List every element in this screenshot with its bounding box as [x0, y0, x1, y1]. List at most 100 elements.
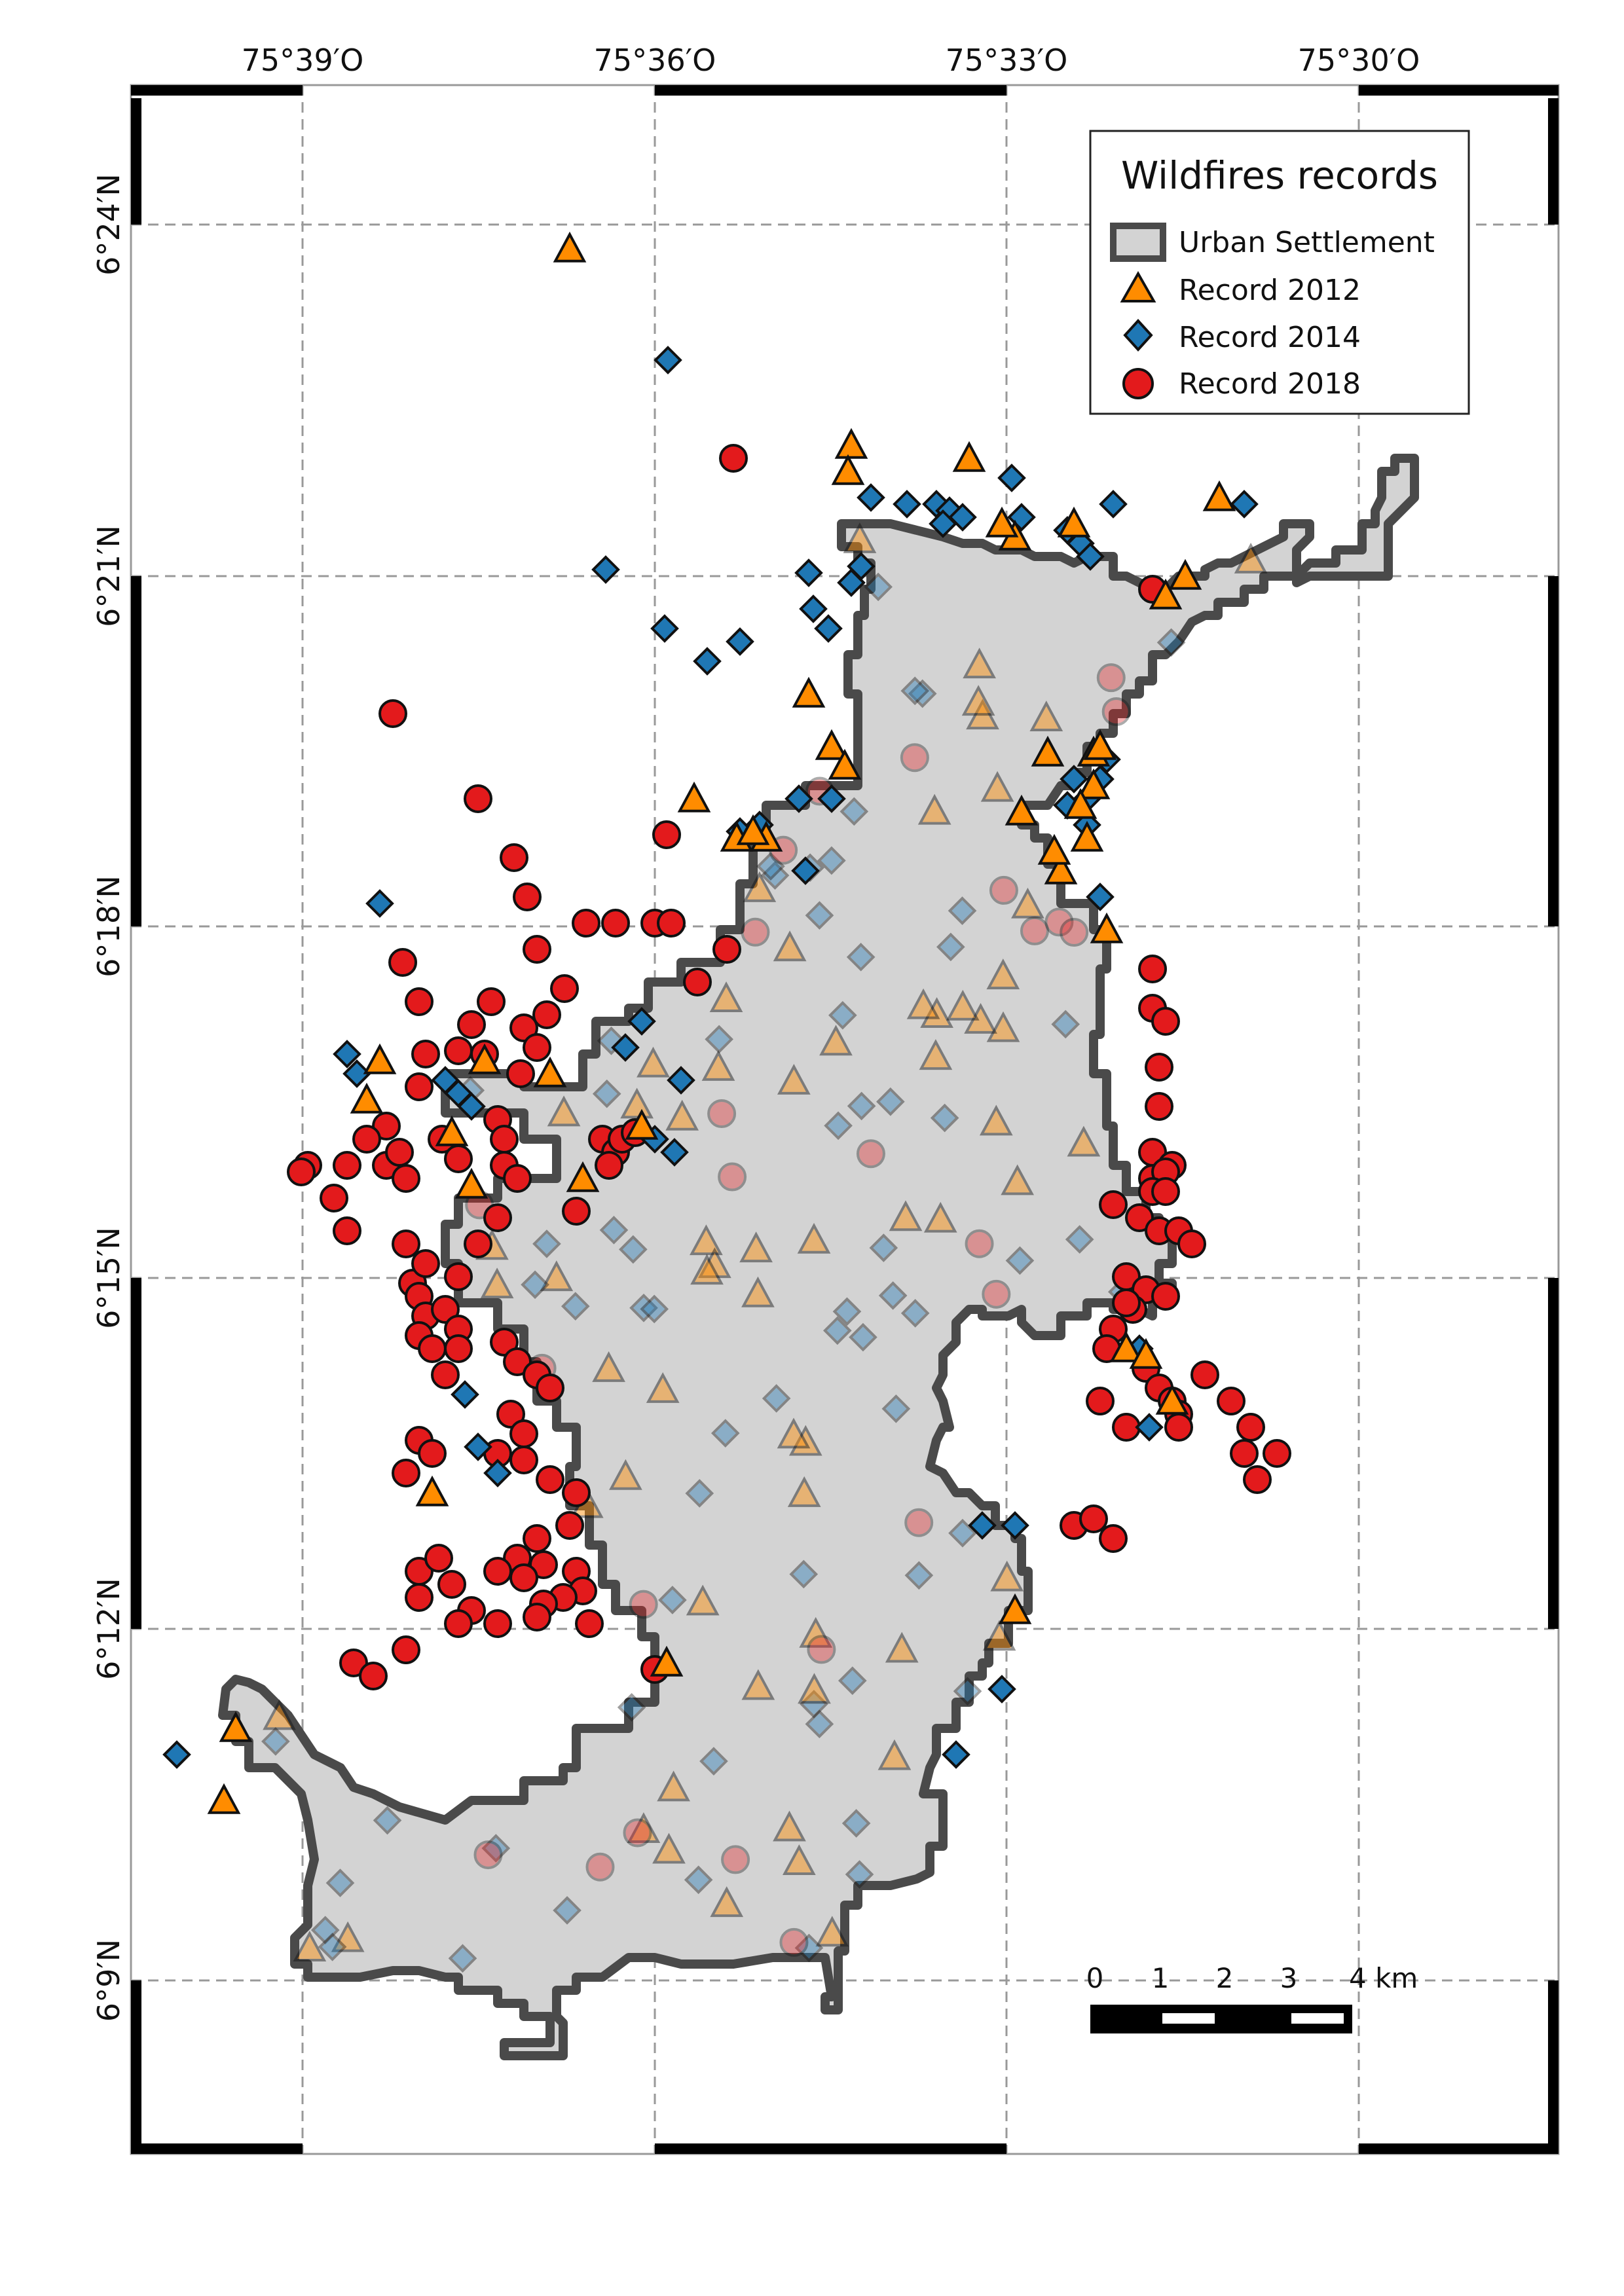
- record-2012-marker: [736, 814, 770, 845]
- record-2014-marker: [373, 1806, 402, 1835]
- record-2014-marker: [756, 852, 785, 881]
- record-2012-marker: [701, 1049, 735, 1081]
- record-2012-marker: [637, 1046, 670, 1078]
- record-2018-marker: [431, 1295, 460, 1324]
- record-2018-marker: [1151, 1177, 1180, 1206]
- record-2012-marker: [1001, 1164, 1035, 1195]
- record-2018-marker: [392, 1635, 420, 1664]
- record-2018-marker: [509, 1563, 538, 1592]
- legend-label-2012: Record 2012: [1179, 274, 1361, 307]
- record-2018-marker: [718, 1162, 747, 1192]
- record-2012-marker: [1083, 729, 1117, 760]
- record-2018-marker: [378, 699, 407, 728]
- record-2012-marker: [1155, 1383, 1189, 1415]
- record-2018-marker: [741, 917, 770, 947]
- record-2018-marker: [506, 1059, 535, 1088]
- record-2018-marker: [536, 1374, 564, 1402]
- record-2014-marker: [629, 1293, 658, 1322]
- record-2012-marker: [690, 1224, 723, 1256]
- record-2018-marker: [503, 1347, 532, 1376]
- record-2018-marker: [550, 974, 579, 1003]
- record-2014-marker: [997, 464, 1026, 492]
- record-2018-marker: [509, 1446, 538, 1474]
- record-2012-marker: [650, 1645, 684, 1677]
- record-2018-marker: [411, 1040, 440, 1068]
- record-2014-marker: [618, 1235, 648, 1264]
- record-2012-marker: [815, 729, 849, 760]
- record-2014-marker: [532, 1230, 561, 1258]
- scale-label-1: 1: [1152, 1962, 1170, 1994]
- record-2018-marker: [989, 875, 1018, 905]
- record-2018-marker: [523, 1603, 551, 1631]
- record-2014-marker: [876, 1087, 905, 1116]
- record-2012-marker: [454, 1167, 489, 1199]
- record-2018-marker: [444, 1036, 473, 1065]
- record-2018-marker: [509, 1013, 538, 1042]
- record-2018-marker: [333, 1216, 361, 1245]
- record-2018-marker: [339, 1649, 368, 1677]
- record-2012-marker: [625, 1108, 659, 1140]
- record-2012-marker: [219, 1711, 253, 1742]
- record-2014-marker: [481, 1834, 511, 1863]
- record-2014-marker: [726, 627, 754, 656]
- record-2014-marker: [791, 856, 820, 885]
- record-2012-marker: [828, 748, 862, 780]
- record-2014-marker: [942, 1740, 970, 1769]
- record-2012-marker: [609, 1459, 642, 1490]
- record-2018-marker: [572, 909, 600, 938]
- record-2012-marker: [982, 1620, 1016, 1651]
- record-2018-marker: [712, 935, 741, 964]
- record-2018-marker: [707, 1099, 737, 1129]
- record-2012-marker: [1077, 768, 1111, 799]
- record-2014-marker: [987, 1675, 1016, 1704]
- record-2012-marker: [980, 771, 1014, 802]
- record-2018-marker: [392, 1164, 420, 1193]
- record-2012-marker: [415, 1475, 449, 1506]
- record-2018-marker: [392, 1459, 420, 1487]
- record-2012-marker: [1037, 833, 1071, 865]
- record-2012-marker: [831, 454, 865, 485]
- record-2018-marker: [629, 1590, 658, 1619]
- frame-border-bars: [131, 85, 1559, 2154]
- lat-label-4: 6°15′N: [91, 1227, 126, 1329]
- record-2012-marker: [592, 1351, 625, 1382]
- record-2018-marker: [523, 935, 551, 964]
- record-2012-marker: [657, 1770, 690, 1802]
- record-2018-marker: [333, 1151, 361, 1180]
- record-2012-marker: [480, 1267, 514, 1299]
- record-2012-marker: [435, 1115, 469, 1146]
- record-2018-marker: [601, 909, 630, 938]
- record-2012-marker: [773, 1810, 806, 1842]
- record-2012-marker: [1067, 1125, 1101, 1157]
- record-2014-marker: [805, 901, 834, 930]
- record-2018-marker: [477, 987, 506, 1016]
- record-2012-marker: [777, 1417, 811, 1449]
- record-2014-marker: [561, 1292, 590, 1321]
- record-2014-marker: [930, 1103, 959, 1133]
- record-2014-marker: [333, 1040, 361, 1068]
- record-2012-marker: [773, 930, 807, 962]
- record-2014-marker: [457, 1092, 486, 1121]
- record-2012-marker: [798, 1673, 831, 1704]
- record-2014-marker: [699, 1747, 728, 1776]
- record-2014-marker: [1156, 628, 1186, 657]
- record-2014-marker: [784, 784, 813, 813]
- record-2018-marker: [1230, 1439, 1259, 1468]
- record-2014-marker: [591, 555, 620, 584]
- legend-polygon-swatch: [1110, 223, 1166, 262]
- record-2014-marker: [845, 1860, 874, 1889]
- record-2018-marker: [464, 1230, 492, 1258]
- record-2018-marker: [483, 1203, 512, 1232]
- record-2018-marker: [444, 1334, 473, 1363]
- record-2012-marker: [777, 1063, 811, 1095]
- record-2012-marker: [990, 1560, 1024, 1592]
- record-2018-marker: [500, 843, 528, 872]
- record-2014-marker: [685, 1479, 714, 1508]
- record-2014-marker: [1065, 1225, 1094, 1254]
- record-2014-marker: [310, 1916, 340, 1945]
- scale-label-0: 0: [1086, 1962, 1104, 1994]
- record-2018-marker: [982, 1279, 1011, 1309]
- record-2012-marker: [686, 1584, 720, 1616]
- record-2012-marker: [920, 997, 953, 1028]
- record-2014-marker: [857, 483, 885, 512]
